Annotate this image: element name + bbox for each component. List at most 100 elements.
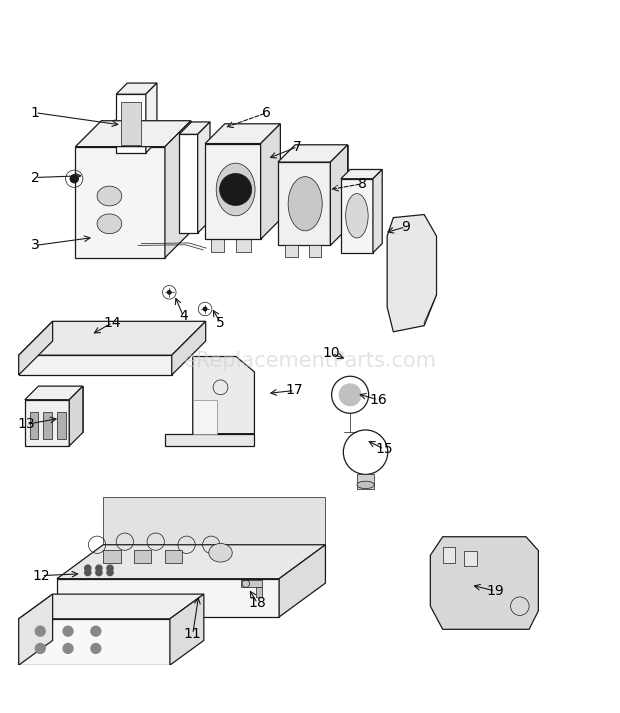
Polygon shape — [38, 386, 83, 432]
Polygon shape — [443, 547, 455, 563]
Polygon shape — [116, 94, 146, 153]
Polygon shape — [295, 145, 348, 228]
Polygon shape — [25, 386, 83, 400]
Polygon shape — [193, 356, 254, 434]
Text: 8: 8 — [358, 177, 367, 190]
Polygon shape — [19, 322, 53, 375]
Polygon shape — [205, 124, 280, 143]
Polygon shape — [116, 83, 157, 94]
Text: 16: 16 — [369, 393, 387, 406]
Text: 9: 9 — [401, 220, 410, 234]
Circle shape — [91, 626, 101, 636]
Text: 5: 5 — [216, 316, 225, 329]
Ellipse shape — [209, 543, 232, 562]
Circle shape — [203, 307, 208, 312]
Polygon shape — [43, 412, 52, 438]
Text: 17: 17 — [286, 384, 303, 397]
Polygon shape — [211, 240, 224, 252]
Polygon shape — [179, 122, 210, 134]
Circle shape — [227, 181, 244, 198]
Polygon shape — [25, 400, 69, 446]
Polygon shape — [57, 545, 326, 579]
Polygon shape — [256, 588, 262, 597]
Circle shape — [85, 565, 91, 571]
Ellipse shape — [97, 214, 122, 234]
Polygon shape — [193, 400, 218, 434]
Circle shape — [35, 644, 45, 653]
Circle shape — [96, 570, 102, 575]
Polygon shape — [241, 580, 262, 588]
Polygon shape — [430, 537, 538, 630]
Polygon shape — [165, 434, 254, 446]
Polygon shape — [76, 120, 191, 147]
Polygon shape — [19, 322, 206, 355]
Polygon shape — [236, 240, 251, 252]
Text: 7: 7 — [293, 140, 302, 153]
Polygon shape — [341, 179, 373, 253]
Polygon shape — [278, 162, 330, 245]
Polygon shape — [341, 170, 382, 179]
Text: 2: 2 — [31, 170, 40, 185]
Polygon shape — [285, 245, 298, 257]
Polygon shape — [19, 619, 170, 665]
Polygon shape — [19, 355, 172, 375]
Text: 4: 4 — [179, 309, 188, 324]
Circle shape — [85, 570, 91, 575]
Circle shape — [219, 173, 252, 205]
Ellipse shape — [216, 163, 255, 216]
Polygon shape — [104, 497, 326, 545]
Polygon shape — [146, 83, 157, 153]
Circle shape — [91, 644, 101, 653]
Polygon shape — [104, 550, 120, 563]
Ellipse shape — [357, 481, 374, 488]
Text: 12: 12 — [33, 568, 50, 583]
Polygon shape — [279, 545, 326, 617]
Text: 6: 6 — [262, 106, 271, 120]
Text: 13: 13 — [17, 417, 35, 431]
Text: 11: 11 — [184, 627, 202, 641]
Text: 15: 15 — [375, 442, 393, 456]
Circle shape — [63, 626, 73, 636]
Polygon shape — [19, 594, 204, 619]
Circle shape — [35, 626, 45, 636]
Text: 3: 3 — [31, 238, 40, 252]
Text: 1: 1 — [31, 106, 40, 120]
Polygon shape — [205, 143, 260, 240]
Polygon shape — [165, 550, 182, 563]
Text: 19: 19 — [486, 584, 504, 598]
Polygon shape — [30, 412, 38, 438]
Polygon shape — [179, 134, 198, 233]
Circle shape — [107, 570, 113, 575]
Polygon shape — [19, 594, 53, 665]
Polygon shape — [260, 124, 280, 240]
Circle shape — [70, 175, 79, 183]
Ellipse shape — [97, 186, 122, 206]
Ellipse shape — [288, 177, 322, 231]
Circle shape — [167, 290, 172, 294]
Polygon shape — [357, 474, 374, 489]
Polygon shape — [330, 145, 348, 245]
Polygon shape — [165, 120, 191, 257]
Text: eReplacementParts.com: eReplacementParts.com — [184, 352, 436, 371]
Polygon shape — [102, 120, 191, 232]
Polygon shape — [57, 579, 279, 617]
Circle shape — [96, 565, 102, 571]
Text: 18: 18 — [249, 596, 267, 610]
Polygon shape — [424, 294, 436, 326]
Polygon shape — [121, 101, 141, 145]
Circle shape — [339, 384, 361, 406]
Polygon shape — [76, 147, 165, 257]
Polygon shape — [278, 145, 348, 162]
Polygon shape — [373, 170, 382, 253]
Polygon shape — [387, 215, 436, 332]
Text: 10: 10 — [323, 347, 340, 360]
Polygon shape — [69, 386, 83, 446]
Polygon shape — [464, 551, 477, 566]
Circle shape — [63, 644, 73, 653]
Polygon shape — [170, 594, 204, 665]
Polygon shape — [309, 245, 321, 257]
Polygon shape — [134, 550, 151, 563]
Polygon shape — [225, 124, 280, 220]
Text: 14: 14 — [104, 316, 122, 329]
Polygon shape — [172, 322, 206, 375]
